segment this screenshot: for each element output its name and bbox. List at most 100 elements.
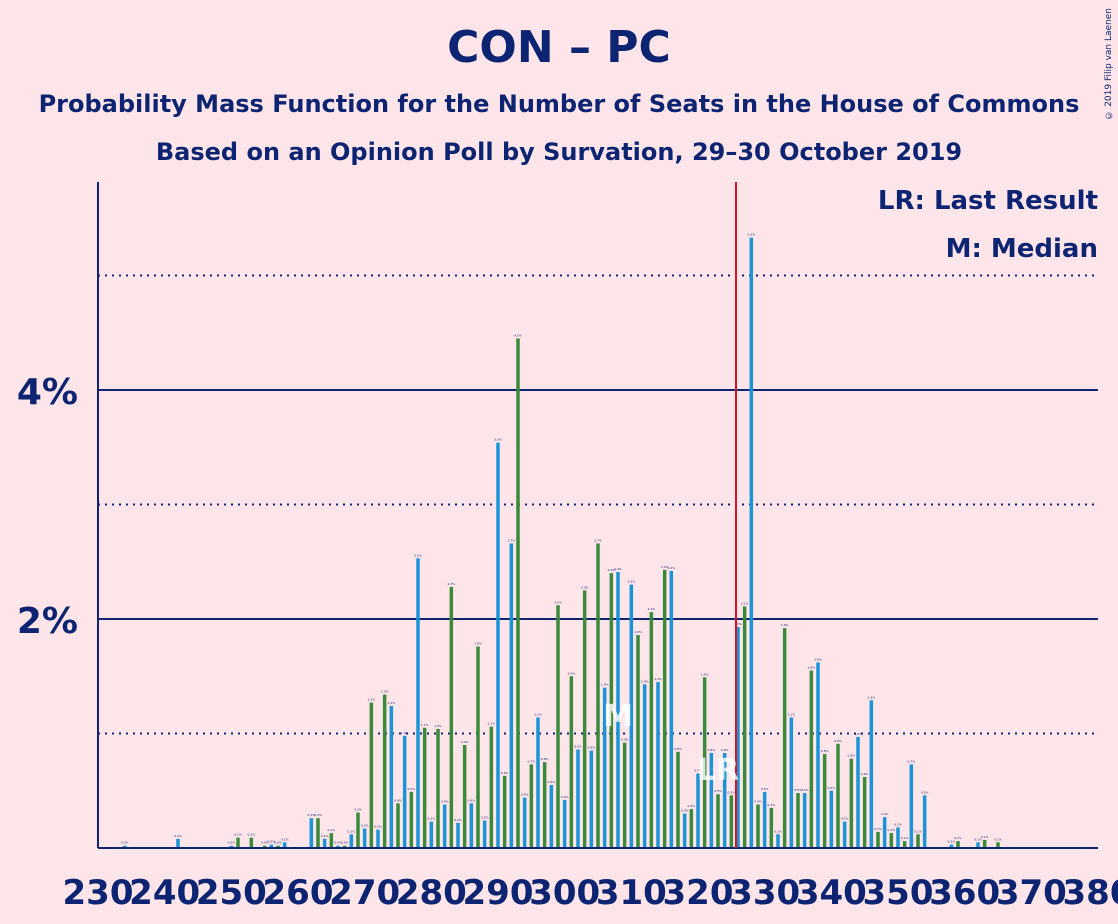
bar — [996, 842, 1000, 848]
x-tick-label: 360 — [929, 873, 1000, 913]
bar — [576, 749, 580, 848]
bar-value-label: 0.2% — [481, 816, 489, 820]
bar-value-label: 1.0% — [401, 731, 409, 735]
bar — [229, 845, 234, 848]
bar — [336, 845, 340, 848]
bar — [716, 794, 720, 848]
bar — [822, 754, 827, 848]
bar-value-label: 0.8% — [821, 749, 829, 753]
bar — [489, 726, 494, 848]
bar-value-label: 0.1% — [774, 829, 782, 833]
bar — [122, 845, 127, 848]
bar — [369, 702, 374, 848]
bar-value-label: 0.1% — [174, 834, 182, 838]
bar-value-label: 0.1% — [888, 828, 896, 832]
bar — [842, 821, 847, 848]
bar-value-label: 0.0% — [228, 841, 236, 845]
bar — [442, 804, 447, 848]
bar — [749, 237, 754, 849]
bar — [789, 717, 794, 848]
bar — [636, 635, 640, 848]
bar-value-label: 0.3% — [681, 809, 689, 813]
bar-value-label: 2.1% — [554, 600, 562, 604]
bar-value-label: 1.8% — [474, 641, 482, 645]
bar-value-label: 0.4% — [521, 793, 529, 797]
bar-value-label: 3.5% — [494, 438, 502, 442]
bar — [662, 569, 667, 848]
bar-value-label: 1.3% — [368, 698, 376, 702]
bar — [249, 837, 254, 848]
bar — [916, 834, 920, 848]
bar-value-label: 1.6% — [808, 666, 816, 670]
bar — [456, 822, 460, 848]
bar-value-label: 0.2% — [428, 817, 436, 821]
bar-value-label: 0.7% — [908, 759, 916, 763]
bar-value-label: 0.4% — [754, 799, 762, 803]
bar — [862, 777, 867, 848]
bar — [896, 827, 900, 848]
bar-value-label: 0.3% — [881, 812, 889, 816]
bar — [949, 844, 954, 848]
bar-value-label: 0.2% — [894, 822, 902, 826]
bar-value-label: 0.3% — [688, 804, 696, 808]
x-tick-label: 260 — [263, 873, 334, 913]
bar — [402, 735, 407, 848]
bar — [982, 839, 987, 848]
bar-value-label: 0.4% — [394, 798, 402, 802]
bar — [329, 833, 334, 848]
bar — [769, 807, 774, 848]
x-tick-label: 230 — [63, 873, 134, 913]
bar — [856, 736, 860, 848]
bar-value-label: 0.5% — [761, 787, 769, 791]
bar — [702, 677, 707, 848]
bar — [782, 628, 787, 848]
bar-value-label: 0.3% — [308, 813, 316, 817]
bar-value-label: 0.1% — [328, 828, 336, 832]
bar-value-label: 0.6% — [501, 771, 509, 775]
bar — [756, 804, 760, 848]
bar — [276, 845, 280, 848]
bar-value-label: 0.0% — [274, 841, 282, 845]
bar — [776, 834, 780, 848]
bar — [656, 681, 660, 848]
bar — [922, 795, 927, 848]
bar — [322, 838, 327, 848]
bar — [802, 793, 807, 848]
x-tick-label: 280 — [396, 873, 467, 913]
median-marker: M — [603, 699, 633, 734]
x-tick-label: 370 — [996, 873, 1067, 913]
bar — [556, 605, 560, 848]
bar-value-label: 2.4% — [661, 565, 669, 569]
bar-value-label: 0.4% — [441, 799, 449, 803]
bar — [616, 572, 620, 848]
bar-value-label: 0.8% — [848, 754, 856, 758]
bar-value-label: 1.0% — [434, 724, 442, 728]
bar — [762, 791, 767, 848]
bar-value-label: 0.1% — [248, 833, 256, 837]
bar — [976, 842, 980, 848]
bar — [462, 744, 467, 848]
bar — [902, 841, 907, 848]
bar-value-label: 0.1% — [954, 836, 962, 840]
bar-value-label: 0.0% — [341, 841, 349, 845]
bar-value-label: 0.1% — [901, 836, 909, 840]
bar-value-label: 0.7% — [694, 769, 702, 773]
bar — [282, 842, 287, 848]
bar-value-label: 1.4% — [601, 683, 609, 687]
bar — [889, 833, 894, 848]
bar — [469, 803, 474, 848]
bar-value-label: 0.8% — [541, 757, 549, 761]
bar-value-label: 1.9% — [781, 623, 789, 627]
bar-value-label: 0.1% — [321, 834, 329, 838]
bar-value-label: 1.9% — [734, 622, 742, 626]
bar-value-label: 2.3% — [581, 585, 589, 589]
bar-value-label: 0.3% — [354, 808, 362, 812]
bar-value-label: 0.9% — [834, 739, 842, 743]
bar — [796, 793, 800, 848]
bar — [582, 590, 587, 848]
legend-last-result: LR: Last Result — [877, 186, 1098, 216]
bar-value-label: 2.4% — [614, 567, 622, 571]
legend-median: M: Median — [945, 234, 1098, 264]
x-tick-label: 320 — [663, 873, 734, 913]
x-tick-label: 310 — [596, 873, 667, 913]
